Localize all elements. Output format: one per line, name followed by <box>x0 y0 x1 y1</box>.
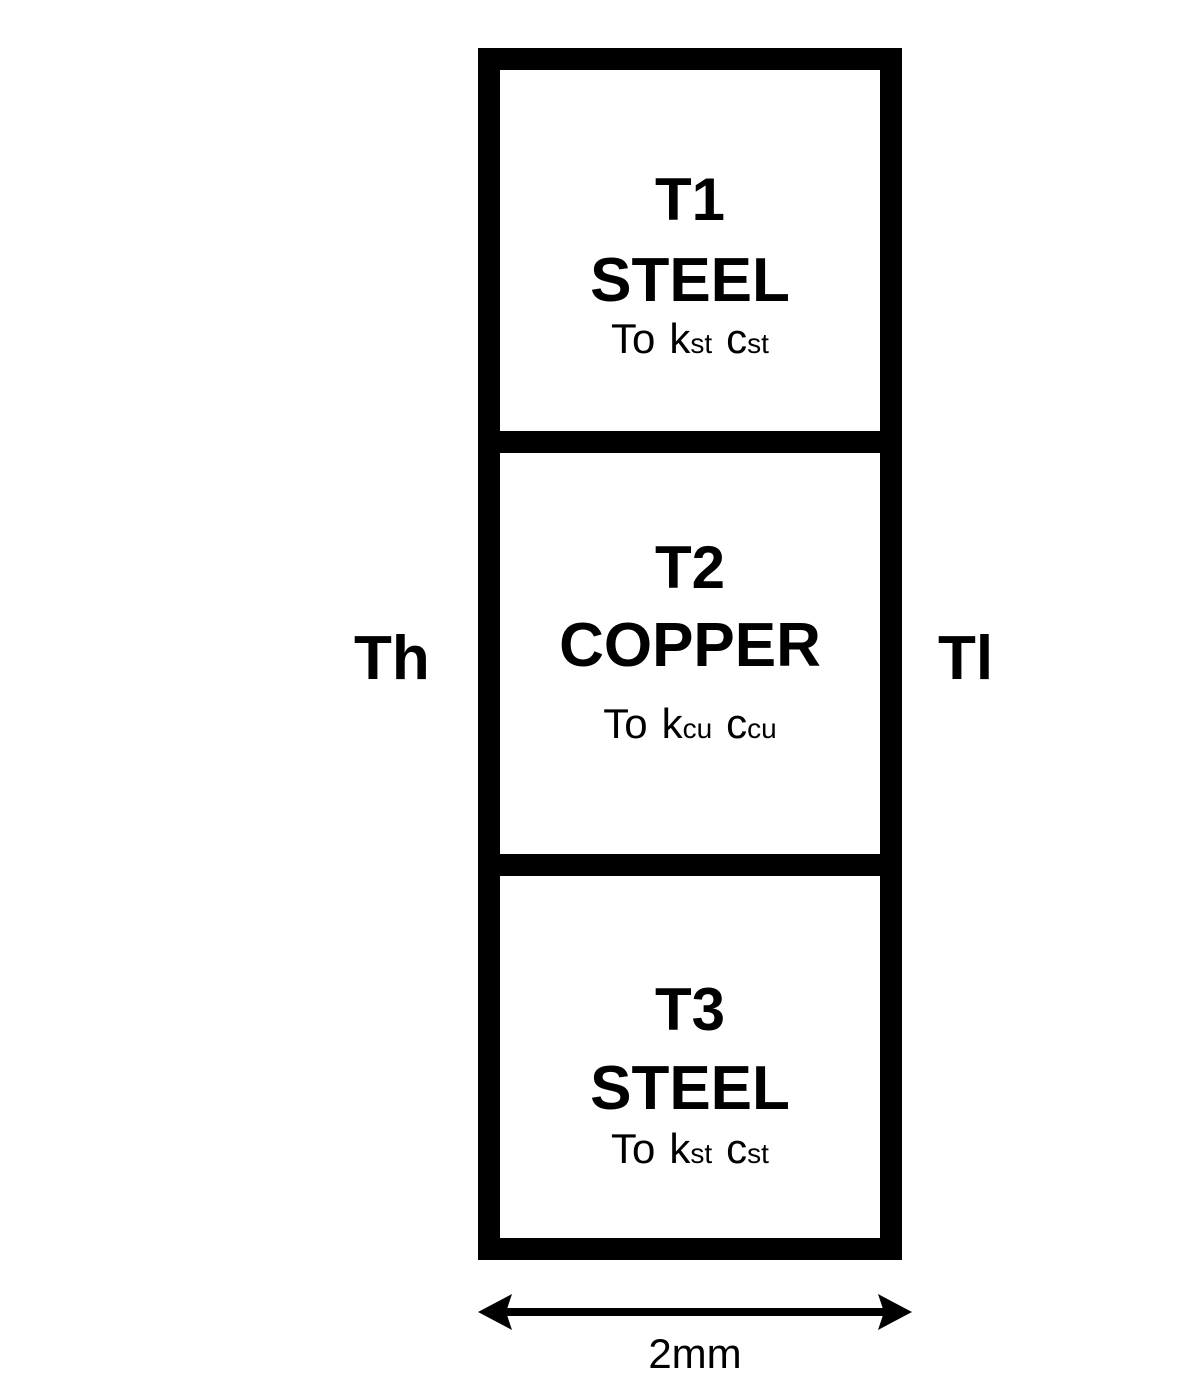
heat-capacity-symbol: c <box>726 700 748 747</box>
initial-temp-symbol: To <box>611 315 656 362</box>
conductivity-subscript: st <box>690 1138 713 1169</box>
layer-divider <box>500 431 880 453</box>
layer-1-temp-label: T1 <box>654 166 726 233</box>
layer-1-steel: T1 STEEL To kst cst <box>500 70 880 431</box>
conductivity-symbol: k <box>669 315 691 362</box>
layer-1-properties: To kst cst <box>500 318 880 360</box>
conductivity-symbol: k <box>661 700 683 747</box>
layer-3-steel: T3 STEEL To kst cst <box>500 876 880 1260</box>
conductivity-subscript: cu <box>682 713 713 744</box>
heat-capacity-symbol: c <box>726 315 748 362</box>
heat-capacity-subscript: cu <box>747 713 777 744</box>
double-arrow-icon <box>478 1294 912 1330</box>
initial-temp-symbol: To <box>611 1125 656 1172</box>
layer-1-material-label: STEEL <box>590 246 790 315</box>
thickness-label: 2mm <box>648 1330 742 1377</box>
layer-2-temp-label: T2 <box>654 534 726 601</box>
layered-wall: T1 STEEL To kst cst T2 COPPER To kcu ccu T3 … <box>478 48 902 1260</box>
layer-3-temp-label: T3 <box>654 976 726 1043</box>
hot-side-temp-label: Th <box>354 624 430 693</box>
heat-capacity-symbol: c <box>726 1125 748 1172</box>
conductivity-symbol: k <box>669 1125 691 1172</box>
initial-temp-symbol: To <box>603 700 648 747</box>
conductivity-subscript: st <box>690 328 713 359</box>
layer-2-copper: T2 COPPER To kcu ccu <box>500 453 880 854</box>
heat-capacity-subscript: st <box>747 1138 769 1169</box>
layer-3-material-label: STEEL <box>590 1054 790 1123</box>
layer-2-material-label: COPPER <box>559 611 821 680</box>
layer-3-properties: To kst cst <box>500 1128 880 1170</box>
cold-side-temp-label: Tl <box>938 624 994 693</box>
layer-divider <box>500 854 880 876</box>
heat-capacity-subscript: st <box>747 328 769 359</box>
layer-2-properties: To kcu ccu <box>500 703 880 745</box>
